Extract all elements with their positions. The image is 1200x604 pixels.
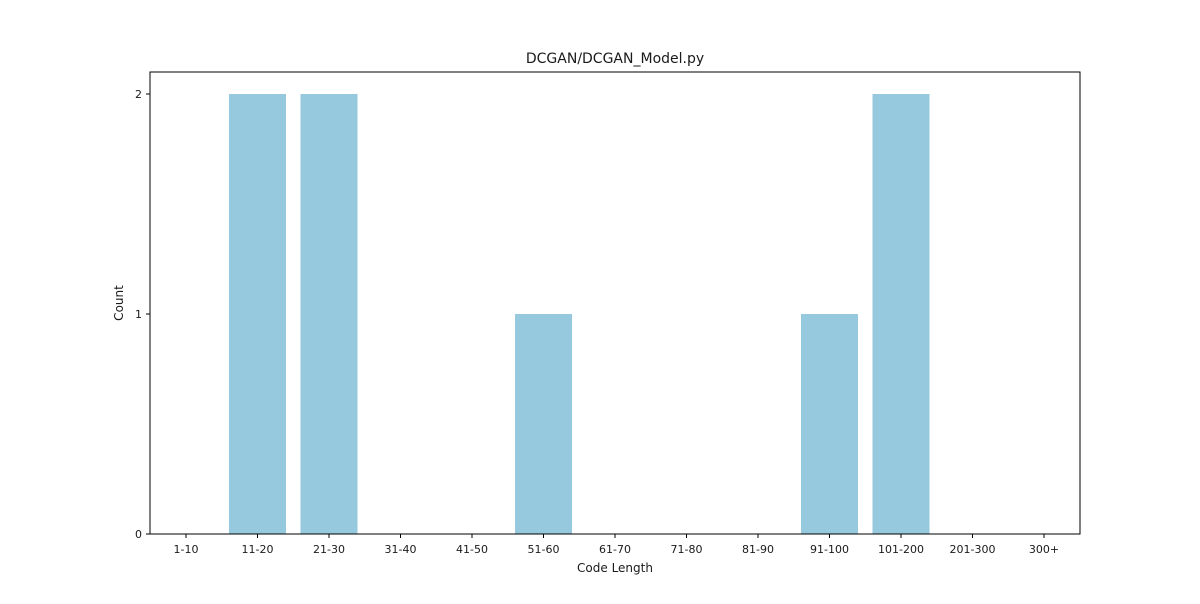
bar-101-200: [872, 94, 930, 534]
bars-group: [229, 94, 930, 534]
bar-91-100: [801, 314, 858, 534]
x-tick-label: 300+: [1029, 543, 1059, 556]
y-axis-label: Count: [112, 285, 126, 321]
plot-frame: [149, 71, 1081, 535]
x-tick-label: 11-20: [242, 543, 274, 556]
x-tick-label: 201-300: [950, 543, 996, 556]
x-tick-label: 71-80: [671, 543, 703, 556]
x-tick-label: 1-10: [174, 543, 199, 556]
bar-51-60: [515, 314, 572, 534]
x-tick-label: 81-90: [742, 543, 774, 556]
x-tick-label: 61-70: [599, 543, 631, 556]
x-tick-label: 51-60: [528, 543, 560, 556]
bar-21-30: [300, 94, 358, 534]
chart-title: DCGAN/DCGAN_Model.py: [526, 51, 704, 67]
x-tick-label: 91-100: [810, 543, 849, 556]
y-axis-ticks: 0 1 2: [135, 88, 150, 541]
y-tick-label: 2: [135, 88, 142, 101]
x-axis-label: Code Length: [577, 561, 653, 575]
y-tick-label: 1: [135, 308, 142, 321]
bar-11-20: [229, 94, 286, 534]
x-tick-label: 41-50: [456, 543, 488, 556]
x-axis-ticks: 1-10 11-20 21-30 31-40 41-50 51-60 61-70 71-80 8…: [174, 534, 1059, 556]
x-tick-label: 21-30: [313, 543, 345, 556]
y-tick-label: 0: [135, 528, 142, 541]
x-tick-label: 101-200: [878, 543, 924, 556]
x-tick-label: 31-40: [385, 543, 417, 556]
